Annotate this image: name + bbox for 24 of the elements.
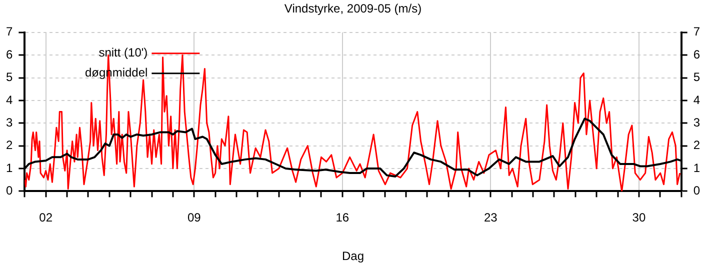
y-tick-label: 0 <box>6 184 13 198</box>
y2-tick-label: 2 <box>693 138 700 152</box>
x-tick-label: 09 <box>187 210 202 225</box>
y-tick-label: 5 <box>6 70 13 84</box>
x-tick-label: 30 <box>632 210 646 225</box>
y-tick-label: 6 <box>6 47 13 62</box>
y2-tick-label: 7 <box>693 24 700 39</box>
y2-tick-label: 1 <box>693 160 700 175</box>
y2-tick-label: 0 <box>693 184 700 198</box>
y-tick-label: 3 <box>6 115 13 130</box>
x-tick-label: 02 <box>39 210 53 225</box>
y-tick-label: 7 <box>6 24 13 39</box>
y-tick-label: 2 <box>6 138 13 152</box>
y-tick-label: 4 <box>6 92 13 107</box>
legend-label: snitt (10') <box>98 46 148 60</box>
x-axis-title: Dag <box>342 249 364 264</box>
chart-title: Vindstyrke, 2009-05 (m/s) <box>284 2 422 16</box>
y2-tick-label: 3 <box>693 115 700 130</box>
x-tick-label: 16 <box>336 210 350 225</box>
y-tick-label: 1 <box>6 160 13 175</box>
y2-tick-label: 6 <box>693 47 700 62</box>
y2-tick-label: 5 <box>693 70 700 84</box>
y2-tick-label: 4 <box>693 92 700 107</box>
x-tick-label: 23 <box>484 210 498 225</box>
